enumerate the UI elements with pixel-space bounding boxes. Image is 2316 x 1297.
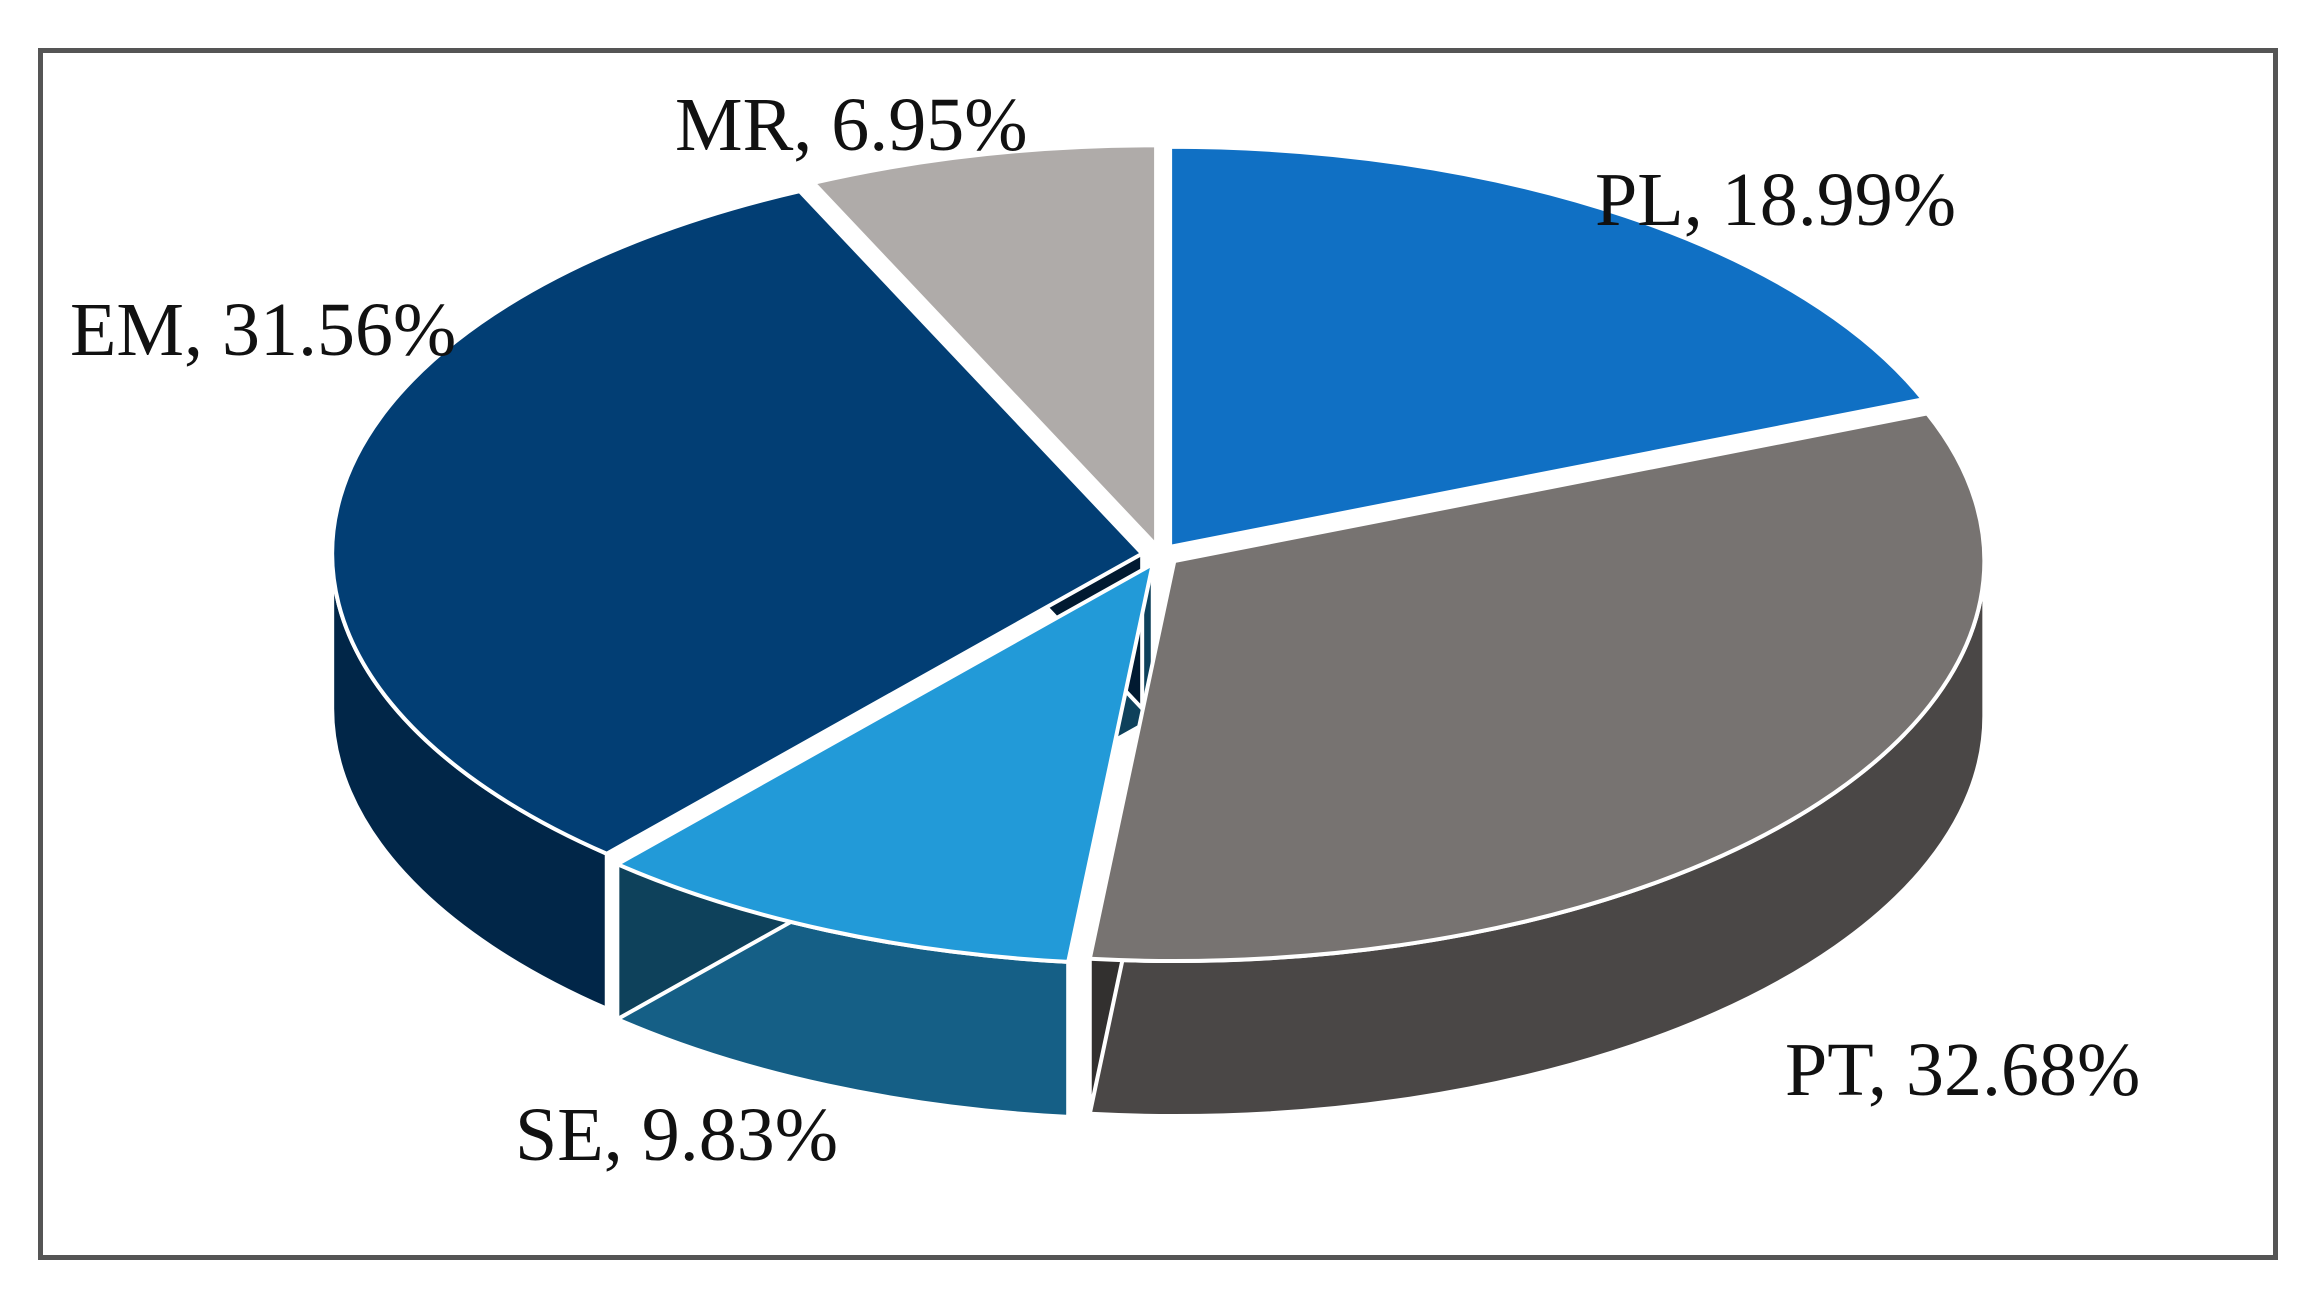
label-mr: MR, 6.95% — [675, 83, 1028, 167]
label-pl: PL, 18.99% — [1595, 158, 1956, 242]
slice-mr — [809, 143, 1159, 551]
slice-se — [612, 560, 1156, 964]
label-em: EM, 31.56% — [70, 288, 456, 372]
pie-labels: PL, 18.99% PT, 32.68% SE, 9.83% EM, 31.56% M… — [70, 83, 2140, 1177]
slice-pl — [1168, 144, 1927, 550]
slice-em — [330, 188, 1146, 856]
slice-pt — [1087, 411, 1987, 963]
label-pt: PT, 32.68% — [1785, 1028, 2140, 1112]
pie-tops — [330, 143, 1987, 964]
label-se: SE, 9.83% — [515, 1093, 838, 1177]
